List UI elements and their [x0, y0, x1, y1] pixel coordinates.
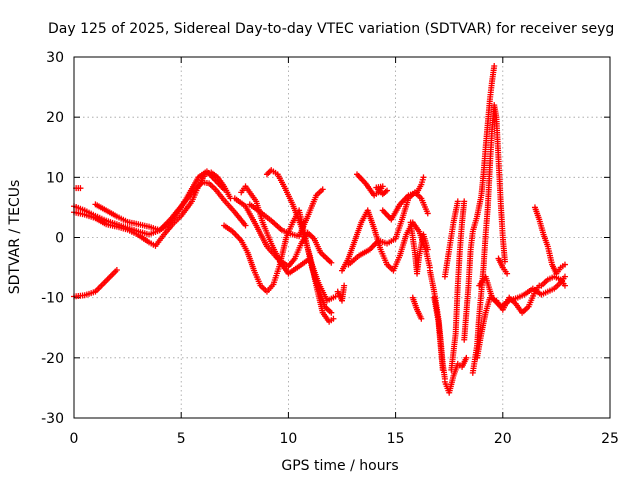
data-point	[461, 198, 468, 205]
y-tick-label: 20	[46, 110, 64, 126]
y-tick-label: -20	[41, 351, 64, 367]
x-tick-label: 20	[494, 431, 512, 447]
y-tick-label: -10	[41, 291, 64, 307]
data-series-s11	[334, 282, 348, 304]
data-point	[330, 315, 337, 322]
data-point	[341, 282, 348, 289]
data-series-s3	[71, 266, 120, 300]
data-point	[263, 171, 270, 178]
data-series-s28	[538, 273, 568, 289]
y-tick-label: 30	[46, 50, 64, 66]
x-axis-label: GPS time / hours	[281, 458, 398, 474]
data-series-s24	[469, 102, 508, 376]
data-series-s17	[409, 294, 425, 322]
data-series-s29	[495, 255, 511, 277]
data-series-s23	[461, 63, 498, 343]
data-series-s19	[431, 294, 446, 373]
data-point	[561, 273, 568, 280]
data-series-s18	[426, 267, 448, 382]
data-point	[561, 261, 568, 268]
chart-title: Day 125 of 2025, Sidereal Day-to-day VTE…	[48, 21, 614, 37]
data-series-s4	[92, 168, 228, 234]
data-point	[504, 270, 511, 277]
data-point	[384, 187, 391, 194]
data-series-s27	[531, 204, 568, 277]
data-point	[328, 309, 335, 316]
data-series-s22	[441, 198, 461, 280]
x-tick-label: 0	[70, 431, 79, 447]
y-tick-label: 10	[46, 170, 64, 186]
data-point	[265, 169, 272, 176]
data-point	[77, 185, 84, 192]
data-series-s25	[474, 282, 543, 361]
x-tick-label: 10	[279, 431, 297, 447]
data-point	[420, 174, 427, 181]
plot-frame	[73, 56, 611, 419]
data-series-s14	[354, 171, 391, 199]
x-tick-labels: 0 5 10 15 20 25	[70, 431, 619, 447]
data-series-s10	[246, 186, 326, 240]
data-series-s16	[407, 219, 431, 277]
data-point	[491, 63, 498, 70]
data-points	[71, 63, 568, 396]
y-tick-label: -30	[41, 411, 64, 427]
data-series-s2	[71, 169, 234, 249]
x-tick-label: 25	[601, 431, 619, 447]
x-tick-label: 15	[387, 431, 405, 447]
data-point	[418, 315, 425, 322]
data-point	[424, 246, 431, 253]
data-point	[454, 198, 461, 205]
data-series-s15	[379, 174, 427, 223]
data-series-s20	[441, 354, 470, 396]
data-point	[328, 259, 335, 266]
data-point	[221, 186, 228, 193]
data-point	[424, 210, 431, 217]
data-point	[463, 354, 470, 361]
data-series-s5	[73, 185, 84, 192]
y-axis-label: SDTVAR / TECUs	[7, 180, 23, 295]
x-tick-label: 5	[177, 431, 186, 447]
y-tick-label: 0	[55, 231, 64, 247]
data-point	[439, 366, 446, 373]
y-tick-labels: -30 -20 -10 0 10 20 30	[41, 50, 64, 427]
data-point	[319, 186, 326, 193]
data-point	[561, 282, 568, 289]
data-point	[113, 266, 120, 273]
data-series-s21	[448, 198, 468, 373]
data-series-s26	[476, 273, 568, 310]
grid-lines	[74, 57, 610, 418]
data-point	[242, 222, 249, 229]
